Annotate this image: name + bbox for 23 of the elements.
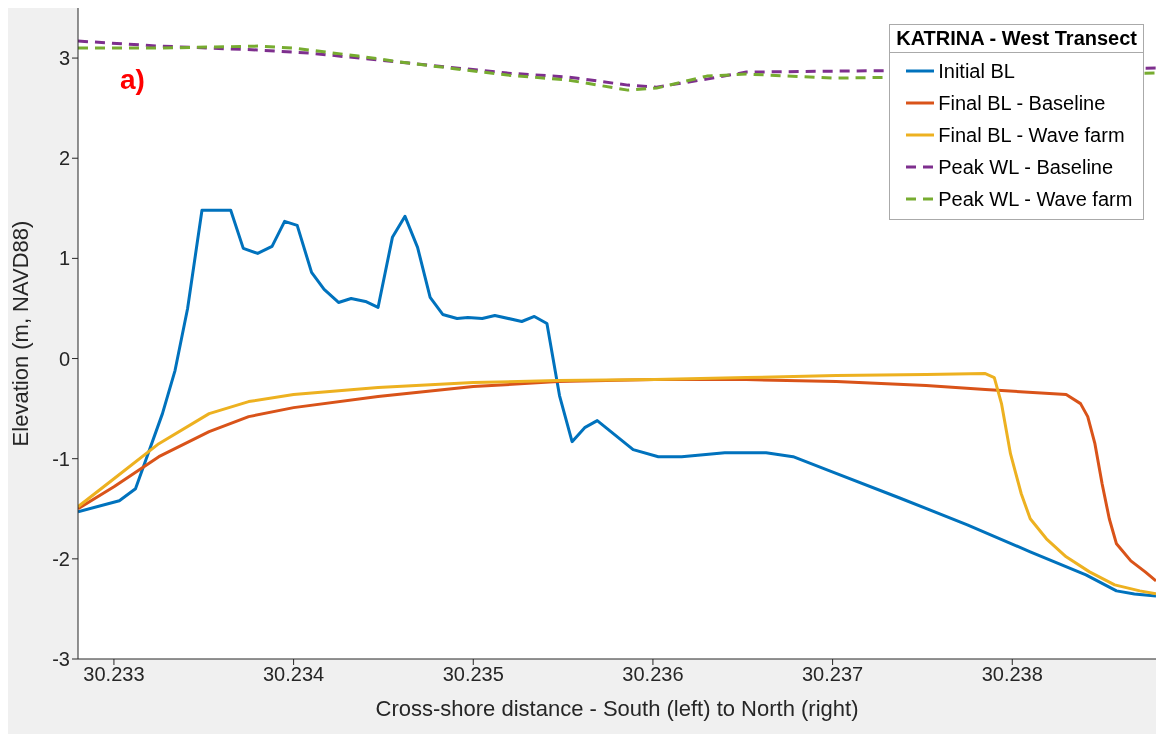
x-tick-label: 30.236 bbox=[622, 663, 684, 686]
x-tick-label: 30.237 bbox=[802, 663, 864, 686]
y-tick-label: -1 bbox=[52, 447, 70, 470]
legend-title: KATRINA - West Transect bbox=[890, 25, 1143, 53]
legend-label: Peak WL - Baseline bbox=[938, 155, 1114, 180]
y-tick-label: 3 bbox=[58, 47, 70, 70]
y-axis-title: Elevation (m, NAVD88) bbox=[7, 220, 33, 447]
legend-label: Final BL - Baseline bbox=[938, 91, 1106, 116]
y-tick-label: 1 bbox=[58, 247, 70, 270]
y-tick-label: -3 bbox=[52, 648, 70, 671]
y-tick-label: 2 bbox=[58, 147, 70, 170]
x-tick-label: 30.235 bbox=[442, 663, 504, 686]
legend-label: Final BL - Wave farm bbox=[938, 123, 1125, 148]
legend-label: Initial BL bbox=[938, 59, 1015, 84]
y-tick-label: -2 bbox=[52, 547, 70, 570]
x-tick-label: 30.234 bbox=[263, 663, 325, 686]
x-axis-title: Cross-shore distance - South (left) to North (right) bbox=[375, 696, 859, 721]
y-tick-label: 0 bbox=[58, 347, 70, 370]
legend-label: Peak WL - Wave farm bbox=[938, 187, 1133, 212]
panel-label: a) bbox=[120, 64, 145, 96]
x-tick-label: 30.238 bbox=[981, 663, 1043, 686]
line-series bbox=[78, 208, 1156, 598]
x-tick-label: 30.233 bbox=[83, 663, 145, 686]
